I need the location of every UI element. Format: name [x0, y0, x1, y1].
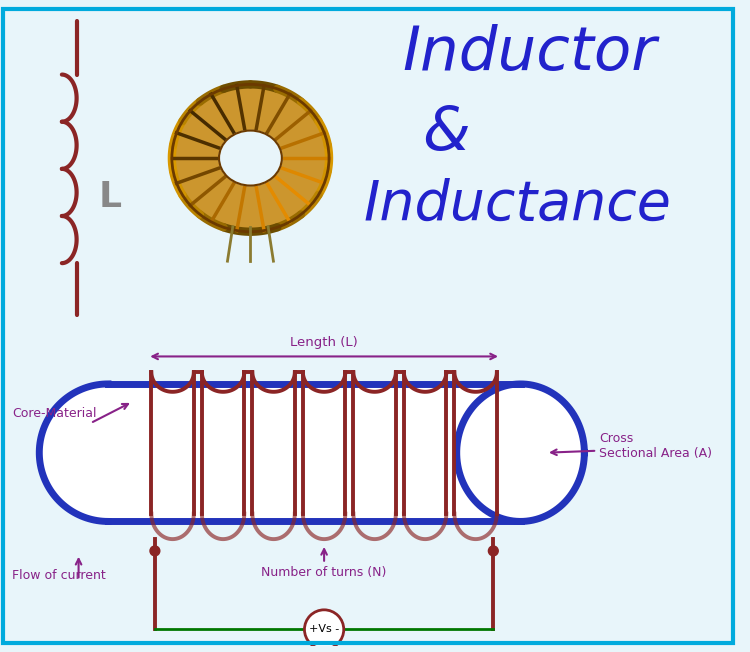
Text: +Vs -: +Vs -: [309, 625, 339, 634]
Circle shape: [488, 546, 498, 556]
Ellipse shape: [219, 130, 282, 186]
FancyBboxPatch shape: [108, 387, 520, 519]
Ellipse shape: [172, 84, 329, 231]
Text: Flow of current: Flow of current: [12, 569, 106, 582]
Text: Inductance: Inductance: [364, 178, 671, 231]
Circle shape: [150, 546, 160, 556]
Text: L: L: [98, 181, 122, 215]
Text: Number of turns (N): Number of turns (N): [262, 566, 387, 578]
Text: Core-Material: Core-Material: [12, 407, 96, 420]
Polygon shape: [42, 387, 108, 519]
Text: &: &: [422, 104, 470, 163]
Text: Length (L): Length (L): [290, 336, 358, 349]
Circle shape: [304, 610, 344, 649]
Text: Cross
Sectional Area (A): Cross Sectional Area (A): [599, 432, 712, 460]
Ellipse shape: [457, 384, 584, 522]
Text: Inductor: Inductor: [403, 23, 657, 83]
